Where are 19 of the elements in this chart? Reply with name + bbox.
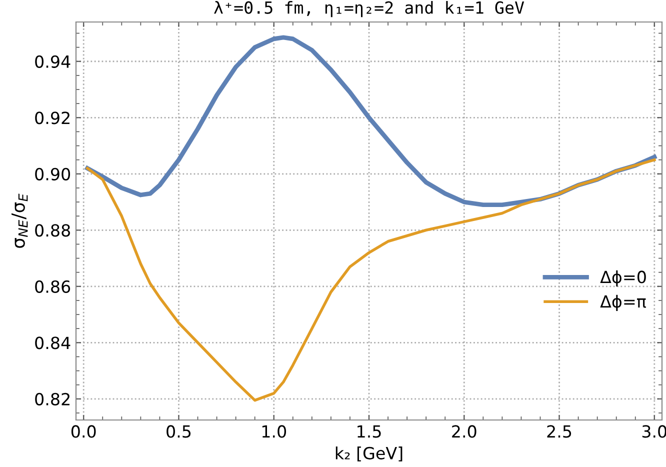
chart-title: λ⁺=0.5 fm, η₁=η₂=2 and k₁=1 GeV	[214, 1, 524, 18]
y-tick-label: 0.84	[35, 336, 70, 350]
x-tick-label: 0.0	[71, 425, 96, 438]
x-tick-label: 2.5	[547, 425, 572, 438]
y-tick-label: 0.94	[35, 55, 70, 68]
y-tick-label: 0.88	[35, 224, 70, 237]
legend-label: Δϕ=π	[600, 294, 646, 311]
y-tick-label: 0.82	[35, 392, 70, 406]
x-tick-label: 2.0	[452, 425, 476, 438]
x-tick-label: 1.5	[358, 425, 381, 438]
x-axis-title: k₂ [GeV]	[336, 446, 402, 462]
x-tick-label: 0.5	[166, 425, 191, 438]
legend-label: Δϕ=0	[600, 270, 646, 286]
y-tick-label: 0.92	[35, 112, 70, 124]
y-tick-label: 0.90	[35, 168, 70, 180]
y-tick-label: 0.86	[35, 280, 70, 293]
y-axis-title: σ$_{NE}$/σ$_{E}$	[12, 194, 28, 248]
x-tick-label: 1.0	[262, 425, 286, 438]
line-series	[86, 158, 656, 402]
